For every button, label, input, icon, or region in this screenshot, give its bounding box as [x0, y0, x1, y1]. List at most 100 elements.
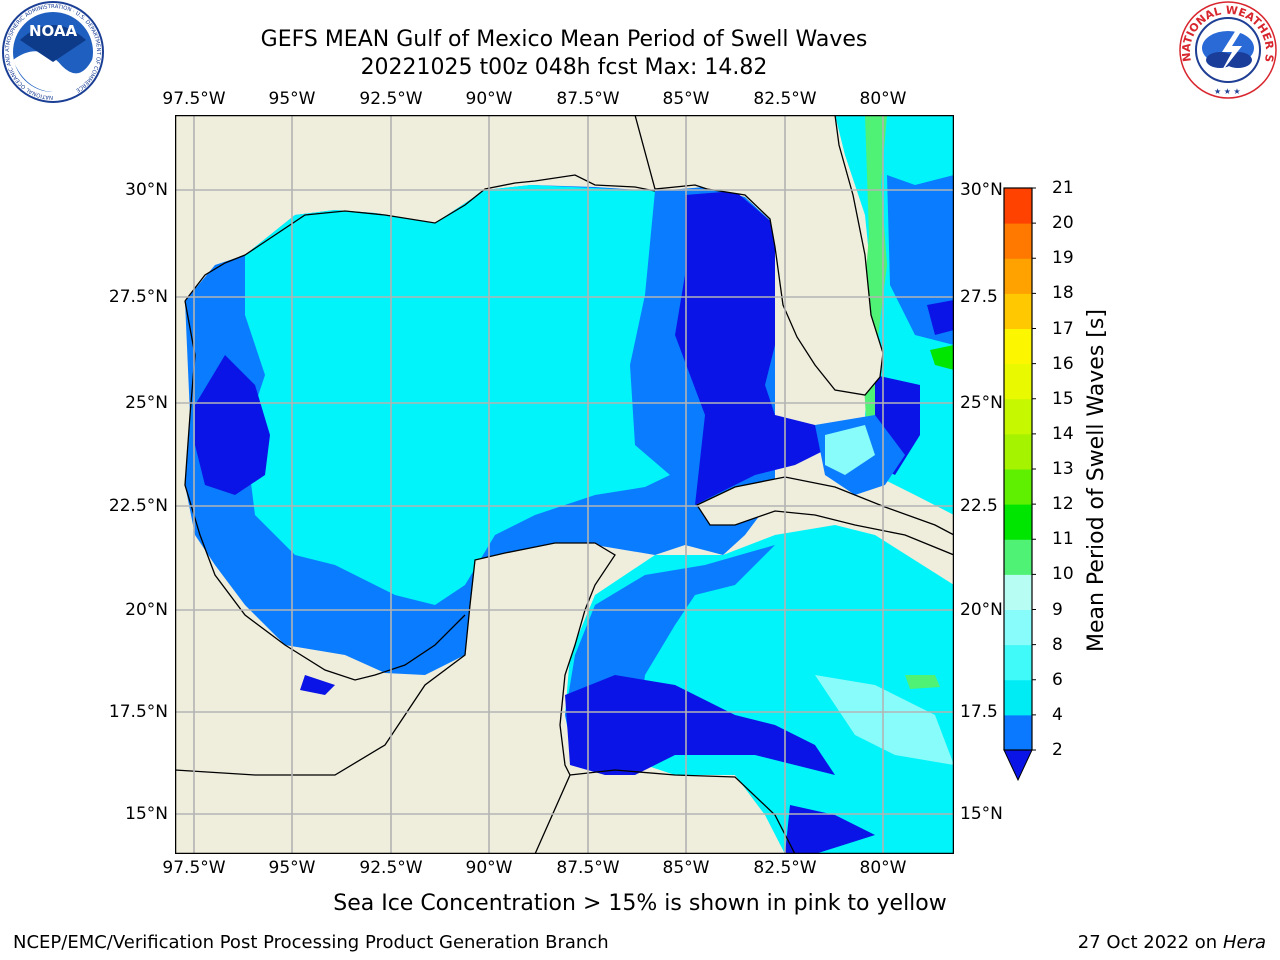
colorbar-swatch [1004, 188, 1032, 224]
longitude-label: 90°W [465, 89, 513, 109]
gulf-deep-west [195, 355, 270, 495]
western-gulf-coast [184, 300, 466, 681]
longitude-label: 85°W [662, 858, 710, 878]
mexico-land [175, 542, 616, 854]
longitude-label: 92.5°W [359, 89, 423, 109]
colorbar-swatch [1004, 714, 1032, 751]
colorbar [1003, 187, 1036, 782]
colorbar-tick-label: 6 [1052, 669, 1063, 690]
northern-gulf-coast [184, 174, 656, 302]
longitude-label: 97.5°W [162, 858, 226, 878]
map-title: GEFS MEAN Gulf of Mexico Mean Period of … [260, 27, 868, 52]
longitude-label: 95°W [268, 89, 316, 109]
svg-text:★ ★ ★: ★ ★ ★ [1214, 87, 1241, 96]
colorbar-tick-label: 16 [1052, 353, 1074, 374]
latitude-label: 27.5 [960, 287, 998, 307]
colorbar-swatch [1004, 539, 1032, 575]
colorbar-swatch [1004, 469, 1032, 505]
colorbar-tick-label: 9 [1052, 599, 1063, 620]
latitude-label: 25°N [960, 393, 1003, 413]
colorbar-tick-label: 10 [1052, 564, 1074, 585]
latitude-label: 25°N [125, 393, 168, 413]
colorbar-tick-label: 12 [1052, 494, 1074, 515]
colorbar-swatch [1004, 504, 1032, 540]
graticule [175, 115, 954, 854]
noaa-logo: NOAA NATIONAL OCEANIC AND ATMOSPHERIC AD… [2, 1, 104, 103]
longitude-label: 80°W [859, 89, 907, 109]
svg-text:NOAA: NOAA [29, 22, 78, 40]
bahamas-light [825, 425, 875, 475]
footer-host: Hera [1222, 932, 1266, 953]
latitude-label: 22.5 [960, 496, 998, 516]
colorbar-tick-label: 20 [1052, 213, 1074, 234]
longitude-label: 80°W [859, 858, 907, 878]
map-subtitle: 20221025 t00z 048h fcst Max: 14.82 [360, 55, 768, 80]
latitude-label: 15°N [960, 804, 1003, 824]
latitude-label: 17.5 [960, 702, 998, 722]
latitude-label: 20°N [125, 600, 168, 620]
footer-credit: NCEP/EMC/Verification Post Processing Pr… [13, 932, 609, 953]
latitude-label: 30°N [125, 180, 168, 200]
longitude-label: 87.5°W [556, 858, 620, 878]
colorbar-tick-label: 4 [1052, 704, 1063, 725]
longitude-label: 85°W [662, 89, 710, 109]
latitude-label: 20°N [960, 600, 1003, 620]
gulf-cyan-zone [245, 185, 670, 605]
colorbar-swatch [1004, 398, 1032, 435]
colorbar-tick-label: 21 [1052, 178, 1074, 198]
gulf-deep-southwest [300, 675, 335, 695]
colorbar-swatch [1004, 609, 1032, 646]
colorbar-extend-arrow [1003, 749, 1033, 782]
colorbar-tick-label: 18 [1052, 283, 1074, 304]
colorbar-label: Mean Period of Swell Waves [s] [1084, 309, 1109, 652]
gulf-water [185, 185, 835, 695]
colorbar-tick-label: 2 [1052, 740, 1063, 760]
colorbar-tick-label: 14 [1052, 423, 1074, 444]
cuba-land [696, 476, 954, 556]
colorbar-tick-label: 17 [1052, 318, 1074, 339]
colorbar-tick-label: 19 [1052, 248, 1074, 269]
florida-land [634, 115, 884, 396]
colorbar-tick-label: 15 [1052, 388, 1074, 409]
atlantic-deep-2 [927, 300, 954, 335]
map-panel [175, 115, 954, 854]
atlantic-mid [887, 175, 954, 345]
colorbar-tick-label: 11 [1052, 529, 1074, 550]
sea-ice-note: Sea Ice Concentration > 15% is shown in … [333, 891, 947, 916]
caribbean-green-spot [905, 675, 940, 689]
gulf-deep-east [675, 191, 835, 505]
footer-date: 27 Oct 2022 on Hera [1078, 932, 1266, 953]
colorbar-swatch [1004, 223, 1032, 259]
latitude-label: 30°N [960, 180, 1003, 200]
map-frame [175, 115, 954, 854]
longitude-label: 82.5°W [753, 89, 817, 109]
colorbar-swatch [1004, 679, 1032, 716]
latitude-label: 22.5°N [108, 496, 168, 516]
caribbean-deep [565, 675, 835, 775]
colorbar-tick-label: 13 [1052, 459, 1074, 479]
colorbar-swatch [1004, 328, 1032, 365]
nws-logo: NATIONAL WEATHER SERVICE ★ ★ ★ [1176, 0, 1277, 99]
atlantic-green-spot [930, 345, 954, 370]
caribbean-light [815, 675, 954, 765]
longitude-label: 95°W [268, 858, 316, 878]
colorbar-swatch [1004, 363, 1032, 400]
colorbar-swatch [1004, 293, 1032, 329]
latitude-label: 27.5°N [108, 287, 168, 307]
longitude-label: 87.5°W [556, 89, 620, 109]
footer-date-text: 27 Oct 2022 on [1077, 932, 1223, 953]
atlantic-water [815, 115, 954, 515]
caribbean-deep-south [785, 805, 875, 854]
colorbar-swatch [1004, 574, 1032, 610]
central-america-coast [569, 769, 796, 854]
colorbar-tick-label: 8 [1052, 634, 1063, 655]
longitude-label: 82.5°W [753, 858, 817, 878]
longitude-label: 97.5°W [162, 89, 226, 109]
latitude-label: 15°N [125, 804, 168, 824]
colorbar-swatch [1004, 258, 1032, 294]
colorbar-swatch [1004, 644, 1032, 681]
longitude-label: 92.5°W [359, 858, 423, 878]
latitude-label: 17.5°N [108, 702, 168, 722]
longitude-label: 90°W [465, 858, 513, 878]
colorbar-swatch [1004, 433, 1032, 470]
